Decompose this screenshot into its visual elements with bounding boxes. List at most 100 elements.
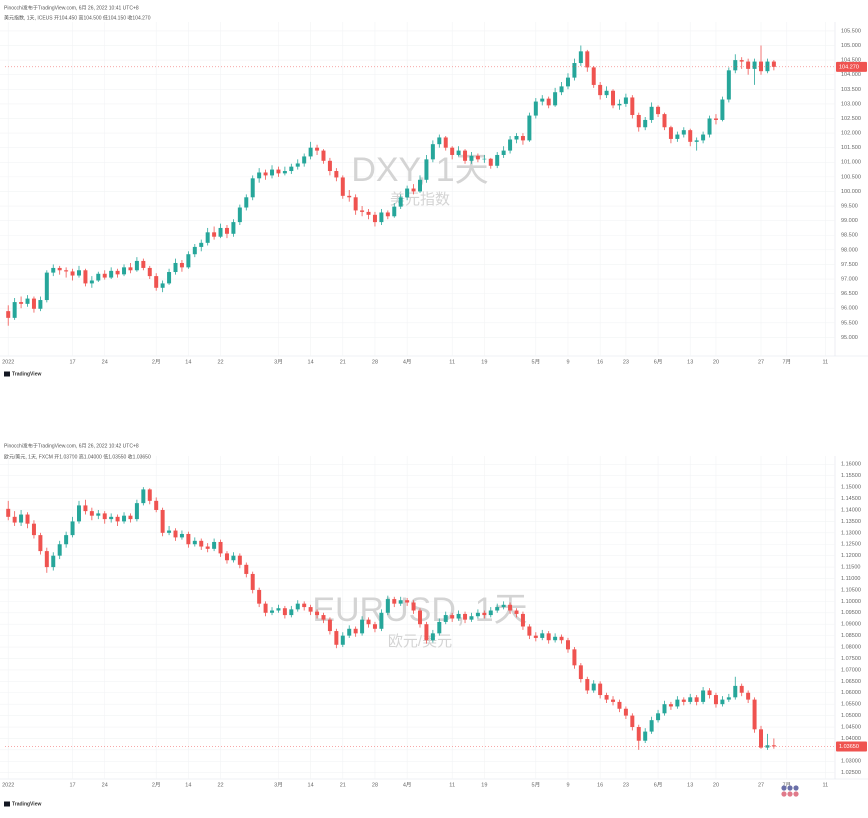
y-tick-label: 105.000 [841,43,861,49]
candle-body [231,222,236,234]
candle-body [482,612,487,616]
watermark-subtitle: 欧元/美元 [388,633,452,650]
event-icon [787,785,793,791]
candle-body [89,511,94,516]
y-tick-label: 1.13500 [841,519,861,525]
candle-body [411,188,416,192]
candle-body [167,530,172,533]
candle-body [244,564,249,574]
y-tick-label: 1.15500 [841,473,861,479]
candle-body [424,624,429,641]
candle-body [668,127,673,139]
x-tick-label: 21 [340,782,346,788]
y-tick-label: 1.02500 [841,770,861,776]
candle-body [96,273,101,281]
y-tick-label: 99.000 [841,218,858,224]
candle-body [656,713,661,721]
x-tick-label: 14 [308,359,314,365]
candle-body [578,665,583,680]
y-tick-label: 1.10500 [841,587,861,593]
x-tick-label: 27 [758,782,764,788]
candle-body [160,509,165,533]
x-tick-label: 17 [69,782,75,788]
candle-body [540,98,545,102]
candle-body [392,599,397,604]
candle-body [308,607,313,612]
candle-body [25,298,30,304]
candle-body [212,541,217,549]
candle-body [205,546,210,549]
candle-body [315,611,320,616]
y-tick-label: 1.07000 [841,667,861,673]
candle-body [51,555,56,568]
candle-body [623,97,628,104]
event-icon [787,791,793,797]
x-tick-label: 4月 [403,358,412,365]
candle-body [289,166,294,172]
candle-body [19,302,24,304]
y-tick-label: 100.000 [841,189,861,195]
candle-body [681,699,686,702]
x-tick-label: 24 [102,359,108,365]
candle-body [83,505,88,512]
candle-body [147,267,152,277]
candle-body [154,500,159,510]
event-icon [781,791,787,797]
candle-body [662,704,667,714]
candle-body [25,514,30,524]
y-tick-label: 1.08000 [841,645,861,651]
y-tick-label: 1.11500 [841,565,860,571]
y-tick-label: 98.000 [841,247,858,253]
candle-body [508,139,513,151]
candle-body [347,628,352,636]
candle-body [334,171,339,178]
candle-body [199,242,204,247]
candle-body [540,633,545,638]
candle-body [263,603,268,613]
footer-logo: TradingView [12,371,41,377]
candle-body [38,535,43,552]
candle-body [44,551,49,568]
x-tick-label: 2022 [2,782,14,788]
y-tick-label: 1.04000 [841,736,861,742]
y-tick-label: 1.11000 [841,576,860,582]
candle-body [366,619,371,625]
candle-body [237,207,242,223]
candle-body [64,535,69,545]
candle-body [759,61,764,72]
candle-body [186,533,191,545]
x-tick-label: 2月 [152,358,161,365]
candle-body [244,197,249,208]
x-tick-label: 20 [713,782,719,788]
candle-body [720,99,725,120]
candle-body [565,77,570,87]
candle-body [109,270,114,278]
candle-body [469,616,474,620]
x-tick-label: 21 [340,359,346,365]
candle-body [437,621,442,634]
y-tick-label: 97.500 [841,262,858,268]
candle-body [179,533,184,538]
candle-body [514,136,519,140]
candle-body [707,118,712,135]
price-tag-label: 104.270 [839,64,859,70]
candle-body [237,555,242,565]
candle-body [308,147,313,157]
y-tick-label: 98.500 [841,233,858,239]
candle-body [224,227,229,234]
y-tick-label: 104.500 [841,58,861,64]
candle-body [752,699,757,730]
y-tick-label: 95.000 [841,335,858,341]
candle-body [656,106,661,115]
candle-body [302,156,307,164]
y-tick-label: 1.16000 [841,462,861,468]
candle-body [701,134,706,141]
candle-body [475,612,480,617]
candle-body [681,130,686,135]
candle-body [508,604,513,611]
candle-body [276,169,281,174]
candle-body [707,690,712,696]
candle-body [463,150,468,161]
candle-body [688,130,693,142]
candle-body [598,683,603,696]
